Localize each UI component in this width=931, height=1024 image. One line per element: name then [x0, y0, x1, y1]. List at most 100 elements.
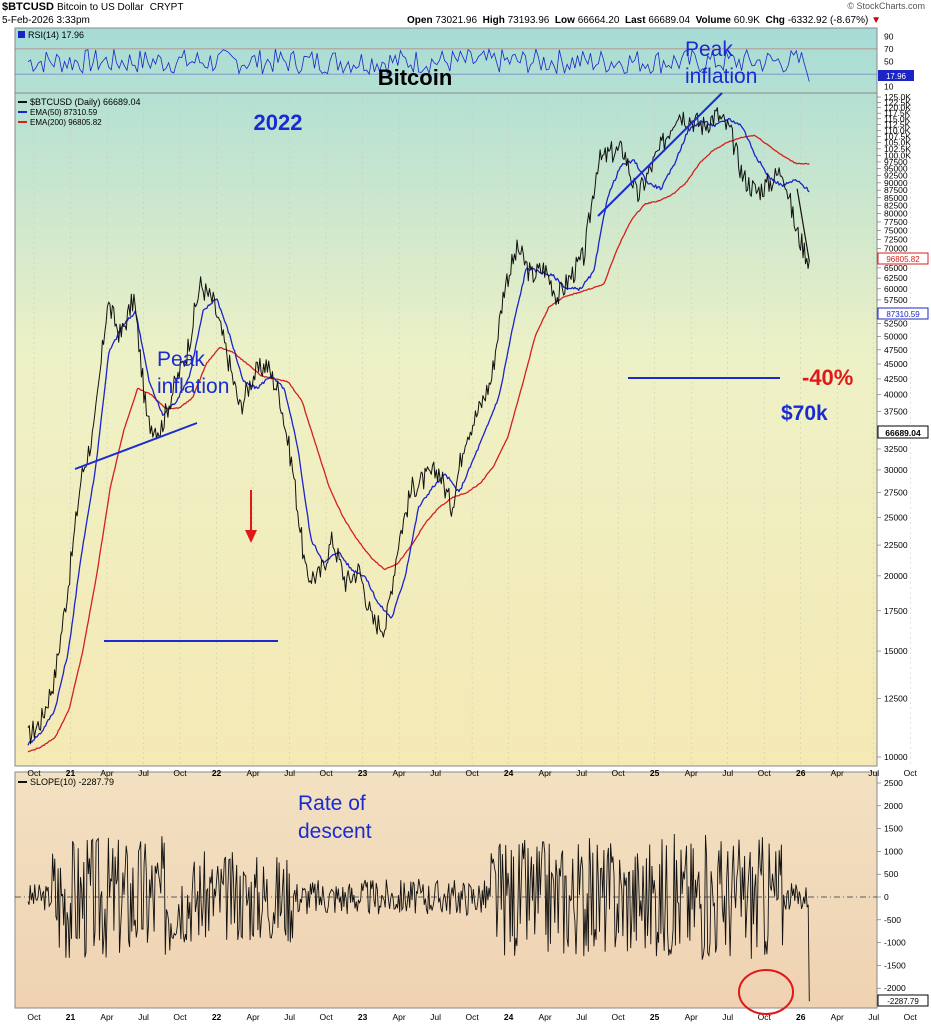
date-tick-label: Apr	[100, 768, 113, 778]
date-tick-label: Jul	[722, 768, 733, 778]
price-tick-label: 92500	[884, 171, 908, 181]
rsi-tag: 17.96	[878, 70, 914, 81]
date-tick-label: Apr	[539, 768, 552, 778]
price-tick-label: 57500	[884, 295, 908, 305]
date-tick-label-lower: Oct	[27, 1012, 41, 1022]
price-tick-label: 12500	[884, 694, 908, 704]
rate-of-descent-line-1: Rate of	[298, 792, 366, 815]
price-tick-label: 125.0K	[884, 92, 911, 102]
rate-of-descent-line-2: descent	[298, 820, 372, 843]
price-tick-label: 52500	[884, 319, 908, 329]
quote-bar: Open 73021.96 High 73193.96 Low 66664.20…	[407, 15, 881, 26]
date-tick-label: Apr	[831, 768, 844, 778]
chg-label: Chg	[765, 15, 785, 26]
price-tick-label: 65000	[884, 263, 908, 273]
ema50-tag: 87310.59	[877, 307, 929, 320]
drop-pct-label: -40%	[802, 365, 853, 390]
price-tick-label: 27500	[884, 488, 908, 498]
slope-legend-text: SLOPE(10) -2287.79	[30, 777, 114, 787]
slope-panel-bg	[14, 771, 878, 1009]
date-label: 5-Feb-2026 3:33pm	[2, 15, 90, 26]
slope-tick-label: -1000	[884, 938, 906, 948]
price-tick-label: 77500	[884, 217, 908, 227]
date-tick-label-lower: Oct	[758, 1012, 772, 1022]
date-tick-label-lower: Apr	[246, 1012, 259, 1022]
price-tick-label: 20000	[884, 571, 908, 581]
price-tick-label: 120.0K	[884, 103, 911, 113]
date-tick-label: Oct	[612, 768, 626, 778]
last-value: 66689.04	[648, 15, 691, 26]
volume-label: Volume	[695, 15, 731, 26]
rsi-legend-text: RSI(14) 17.96	[28, 30, 84, 40]
date-tick-label-lower: 23	[358, 1012, 368, 1022]
slope-tick-label: 1500	[884, 824, 903, 834]
date-tick-label-lower: Oct	[466, 1012, 480, 1022]
price-tick-label: 122.5K	[884, 97, 911, 107]
date-tick-label: Jul	[138, 768, 149, 778]
symbol-title: $BTCUSD Bitcoin to US Dollar CRYPT	[2, 1, 183, 13]
peak-2-line-1: Peak	[685, 38, 733, 61]
ema50-legend-text: EMA(50) 87310.59	[30, 108, 98, 117]
date-tick-label: 21	[66, 768, 76, 778]
date-tick-label-lower: Jul	[722, 1012, 733, 1022]
price-tick-label: 112.5K	[884, 120, 911, 130]
rsi-tag-text: 17.96	[886, 72, 907, 81]
date-tick-label: Oct	[319, 768, 333, 778]
date-tick-label-lower: 21	[66, 1012, 76, 1022]
chart-header: $BTCUSD Bitcoin to US Dollar CRYPT © Stoc…	[0, 0, 931, 28]
slope-tick-label: -2000	[884, 983, 906, 993]
price-tick-label: 97500	[884, 157, 908, 167]
open-value: 73021.96	[435, 15, 478, 26]
date-tick-label-lower: Oct	[319, 1012, 333, 1022]
slope-legend: SLOPE(10) -2287.79	[18, 777, 114, 787]
peak-1-line-1: Peak	[157, 348, 205, 371]
price-tick-label: 87500	[884, 185, 908, 195]
down-arrow-icon	[245, 490, 257, 543]
price-tick-label: 105.0K	[884, 138, 911, 148]
date-tick-label: Jul	[430, 768, 441, 778]
price-tick-label: 110.0K	[884, 125, 911, 135]
date-tick-label-lower: Jul	[138, 1012, 149, 1022]
date-tick-label: 24	[504, 768, 514, 778]
price-final-drop	[796, 188, 810, 262]
price-tick-label: 90000	[884, 178, 908, 188]
price-tick-label: 75000	[884, 225, 908, 235]
date-tick-label-lower: 24	[504, 1012, 514, 1022]
price-tick-label: 115.0K	[884, 114, 911, 124]
date-tick-label: Oct	[173, 768, 187, 778]
price-tick-label: 30000	[884, 465, 908, 475]
price-tick-label: 25000	[884, 513, 908, 523]
highlight-circle	[738, 969, 794, 1015]
symbol: $BTCUSD	[2, 1, 54, 13]
peak-1-line-2: inflation	[157, 375, 229, 398]
date-tick-label-lower: 26	[796, 1012, 806, 1022]
ema50-tag-text: 87310.59	[886, 310, 920, 319]
price-tick-label: 62500	[884, 273, 908, 283]
price-tick-label: 100.0K	[884, 150, 911, 160]
peak-2-line-2: inflation	[685, 65, 757, 88]
date-tick-label: 25	[650, 768, 660, 778]
price-series	[27, 107, 810, 753]
symbol-description: Bitcoin to US Dollar	[56, 2, 144, 13]
date-tick-label: Oct	[758, 768, 772, 778]
slope-tag-text: -2287.79	[887, 997, 919, 1006]
price-tick-label: 72500	[884, 234, 908, 244]
price-tick-label: 50000	[884, 331, 908, 341]
date-tick-label-lower: Apr	[539, 1012, 552, 1022]
volume-value: 60.9K	[733, 15, 760, 26]
last-label: Last	[624, 15, 646, 26]
price-tick-label: 10000	[884, 752, 908, 762]
date-tick-label-lower: Apr	[685, 1012, 698, 1022]
rsi-tick-label: 70	[884, 44, 894, 54]
date-tick-label: Apr	[685, 768, 698, 778]
slope-tick-label: -500	[884, 915, 901, 925]
date-tick-label: Apr	[246, 768, 259, 778]
rsi-line	[27, 47, 810, 82]
low-value: 66664.20	[577, 15, 620, 26]
date-tick-label-lower: 22	[212, 1012, 222, 1022]
date-tick-label: Apr	[392, 768, 405, 778]
date-tick-label-lower: Jul	[284, 1012, 295, 1022]
date-tick-label-lower: Jul	[430, 1012, 441, 1022]
rsi-tick-label: 90	[884, 31, 894, 41]
price-tick-label: 42500	[884, 374, 908, 384]
